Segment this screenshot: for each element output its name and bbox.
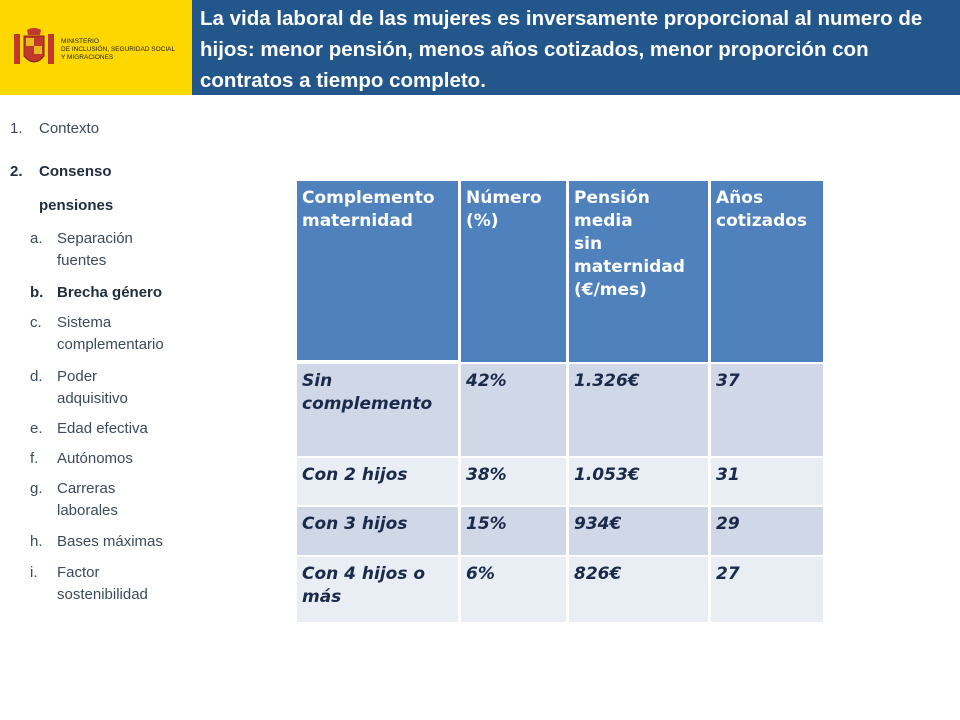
nav-label: laborales — [57, 502, 118, 519]
table-header-cell: Pensión media sin maternidad (€/mes) — [569, 181, 708, 362]
nav-label: pensiones — [39, 197, 114, 214]
table-cell: 37 — [711, 364, 823, 456]
table-cell: 31 — [711, 458, 823, 505]
table-cell: 1.326€ — [569, 364, 708, 456]
table-cell: 1.053€ — [569, 458, 708, 505]
nav-label: adquisitivo — [57, 390, 128, 407]
nav-number: c. — [30, 314, 42, 331]
nav-label: Autónomos — [57, 450, 133, 467]
nav-label: complementario — [57, 336, 164, 353]
header-line: Número — [466, 188, 542, 208]
header-line: (%) — [466, 211, 499, 231]
table-cell: Con 4 hijos o más — [297, 557, 458, 622]
ministry-name: MINISTERIO DE INCLUSIÓN, SEGURIDAD SOCIAL… — [61, 38, 175, 62]
table-cell: Con 3 hijos — [297, 507, 458, 555]
table-cell: 826€ — [569, 557, 708, 622]
coat-of-arms — [14, 28, 54, 64]
table-cell: 934€ — [569, 507, 708, 555]
header-line: cotizados — [716, 211, 808, 231]
table-header-cell: Años cotizados — [711, 181, 823, 362]
nav-number: e. — [30, 420, 43, 437]
table-cell: 29 — [711, 507, 823, 555]
nav-number: b. — [30, 284, 44, 301]
slide-title: La vida laboral de las mujeres es invers… — [200, 7, 923, 92]
ministry-line: MINISTERIO — [61, 38, 99, 45]
nav-number: d. — [30, 368, 43, 385]
nav-label: Poder — [57, 368, 98, 385]
nav-label: Factor — [57, 564, 100, 581]
nav-number: g. — [30, 480, 43, 497]
header-line: maternidad — [302, 211, 413, 231]
title-bar: La vida laboral de las mujeres es invers… — [192, 0, 960, 95]
table-header-cell: Número (%) — [461, 181, 566, 362]
table-cell: Sin complemento — [297, 364, 458, 456]
table-cell: 15% — [461, 507, 566, 555]
ministry-line: Y MIGRACIONES — [61, 54, 114, 61]
header-line: sin — [574, 234, 603, 254]
table-cell: 42% — [461, 364, 566, 456]
nav-number: 1. — [10, 120, 23, 137]
ministry-line: DE INCLUSIÓN, SEGURIDAD SOCIAL — [61, 46, 176, 53]
nav-label: Carreras — [57, 480, 116, 497]
nav-label: Contexto — [39, 120, 100, 137]
table-header-cell: Complemento maternidad — [297, 181, 458, 360]
nav-label: Bases máximas — [57, 533, 163, 550]
nav-label: sostenibilidad — [57, 586, 148, 603]
nav-label: Edad efectiva — [57, 420, 148, 437]
header-line: Años — [716, 188, 764, 208]
nav-number: f. — [30, 450, 39, 467]
nav-number: a. — [30, 230, 43, 247]
table-cell: 6% — [461, 557, 566, 622]
header-line: (€/mes) — [574, 280, 647, 300]
nav-label: fuentes — [57, 252, 107, 269]
logo-area: MINISTERIO DE INCLUSIÓN, SEGURIDAD SOCIAL… — [0, 0, 192, 95]
table-cell: 38% — [461, 458, 566, 505]
nav-number: i. — [30, 564, 38, 581]
nav-label: Sistema — [57, 314, 112, 331]
header-line: Pensión media — [574, 188, 650, 231]
nav-number: h. — [30, 533, 43, 550]
table-cell: Con 2 hijos — [297, 458, 458, 505]
nav-label: Separación — [57, 230, 133, 247]
nav-label: Consenso — [39, 163, 112, 180]
header-line: maternidad — [574, 257, 685, 277]
header-line: Complemento — [302, 188, 435, 208]
nav-label: Brecha género — [57, 284, 163, 301]
nav-number: 2. — [10, 163, 23, 180]
table-cell: 27 — [711, 557, 823, 622]
